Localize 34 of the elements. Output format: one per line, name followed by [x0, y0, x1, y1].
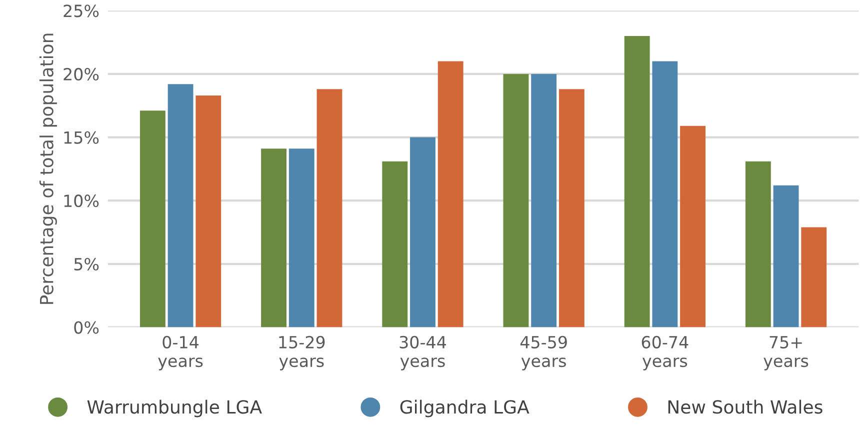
- legend-label: Warrumbungle LGA: [87, 400, 262, 418]
- bar: [316, 89, 342, 328]
- bar: [773, 185, 799, 328]
- bar: [531, 74, 557, 328]
- bar: [140, 110, 166, 328]
- legend-label: New South Wales: [668, 400, 822, 414]
- y-tick-label: 20%: [64, 68, 99, 81]
- bar: [558, 89, 584, 328]
- bar: [624, 36, 650, 328]
- y-tick-label: 5%: [74, 258, 99, 270]
- bar: [652, 61, 678, 328]
- bar: [196, 95, 222, 328]
- x-tick-label: 75+ years: [764, 336, 808, 370]
- y-tick-label: 0%: [74, 321, 99, 334]
- bar: [801, 227, 827, 328]
- legend-label: Gilgandra LGA: [400, 400, 530, 418]
- bar: [261, 148, 286, 328]
- bar: [438, 61, 464, 328]
- bar: [410, 137, 436, 328]
- x-tick-label: 0-14 years: [158, 336, 203, 370]
- y-tick-label: 10%: [64, 194, 99, 208]
- bar: [288, 148, 314, 328]
- x-tick-label: 15-29 years: [279, 336, 325, 370]
- bar: [680, 126, 706, 328]
- x-tick-label: 60-74 years: [642, 336, 688, 370]
- x-tick-label: 30-44 years: [400, 336, 446, 370]
- y-tick-label: 15%: [64, 131, 99, 144]
- y-axis-title: Percentage of total population: [39, 34, 57, 304]
- bar: [382, 161, 408, 328]
- y-tick-label: 25%: [64, 4, 99, 18]
- bar: [503, 74, 529, 328]
- bar: [745, 161, 771, 328]
- bar: [168, 84, 194, 328]
- x-tick-label: 45-59 years: [520, 336, 567, 370]
